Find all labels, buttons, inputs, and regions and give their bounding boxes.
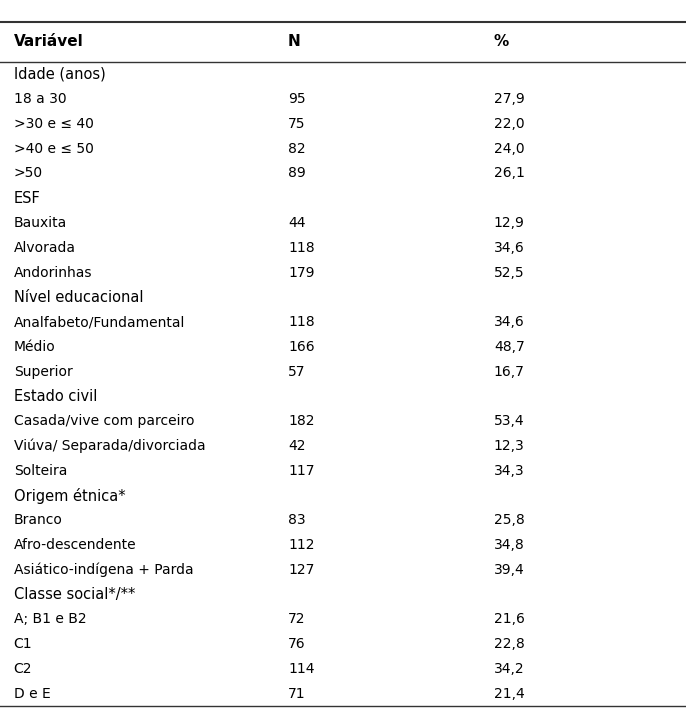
Text: 75: 75	[288, 116, 306, 131]
Text: Origem étnica*: Origem étnica*	[14, 488, 126, 504]
Text: >40 e ≤ 50: >40 e ≤ 50	[14, 142, 93, 156]
Text: 16,7: 16,7	[494, 365, 525, 379]
Text: 118: 118	[288, 315, 315, 329]
Text: Andorinhas: Andorinhas	[14, 266, 92, 280]
Text: 127: 127	[288, 563, 314, 577]
Text: 21,4: 21,4	[494, 687, 525, 701]
Text: 26,1: 26,1	[494, 167, 525, 181]
Text: 83: 83	[288, 513, 306, 527]
Text: Médio: Médio	[14, 340, 56, 354]
Text: 44: 44	[288, 216, 306, 230]
Text: 117: 117	[288, 464, 315, 478]
Text: >30 e ≤ 40: >30 e ≤ 40	[14, 116, 93, 131]
Text: A; B1 e B2: A; B1 e B2	[14, 612, 86, 626]
Text: Viúva/ Separada/divorciada: Viúva/ Separada/divorciada	[14, 439, 205, 454]
Text: Alvorada: Alvorada	[14, 241, 75, 255]
Text: 34,6: 34,6	[494, 315, 525, 329]
Text: Casada/vive com parceiro: Casada/vive com parceiro	[14, 414, 194, 428]
Text: 166: 166	[288, 340, 315, 354]
Text: C2: C2	[14, 662, 32, 676]
Text: %: %	[494, 34, 509, 50]
Text: 27,9: 27,9	[494, 92, 525, 106]
Text: Bauxita: Bauxita	[14, 216, 67, 230]
Text: Nível educacional: Nível educacional	[14, 290, 143, 305]
Text: 12,9: 12,9	[494, 216, 525, 230]
Text: 118: 118	[288, 241, 315, 255]
Text: 25,8: 25,8	[494, 513, 525, 527]
Text: 82: 82	[288, 142, 306, 156]
Text: N: N	[288, 34, 301, 50]
Text: 76: 76	[288, 637, 306, 652]
Text: 114: 114	[288, 662, 315, 676]
Text: Classe social*/**: Classe social*/**	[14, 587, 135, 602]
Text: 95: 95	[288, 92, 306, 106]
Text: 34,6: 34,6	[494, 241, 525, 255]
Text: Variável: Variável	[14, 34, 84, 50]
Text: >50: >50	[14, 167, 43, 181]
Text: Idade (anos): Idade (anos)	[14, 67, 106, 82]
Text: Solteira: Solteira	[14, 464, 67, 478]
Text: Analfabeto/Fundamental: Analfabeto/Fundamental	[14, 315, 185, 329]
Text: 112: 112	[288, 538, 315, 552]
Text: 42: 42	[288, 439, 306, 453]
Text: D e E: D e E	[14, 687, 51, 701]
Text: ESF: ESF	[14, 191, 40, 206]
Text: 18 a 30: 18 a 30	[14, 92, 67, 106]
Text: 72: 72	[288, 612, 306, 626]
Text: 57: 57	[288, 365, 306, 379]
Text: 53,4: 53,4	[494, 414, 525, 428]
Text: 179: 179	[288, 266, 315, 280]
Text: 12,3: 12,3	[494, 439, 525, 453]
Text: 182: 182	[288, 414, 315, 428]
Text: Afro-descendente: Afro-descendente	[14, 538, 137, 552]
Text: C1: C1	[14, 637, 32, 652]
Text: 52,5: 52,5	[494, 266, 525, 280]
Text: Branco: Branco	[14, 513, 62, 527]
Text: 89: 89	[288, 167, 306, 181]
Text: 22,0: 22,0	[494, 116, 525, 131]
Text: 71: 71	[288, 687, 306, 701]
Text: 24,0: 24,0	[494, 142, 525, 156]
Text: 21,6: 21,6	[494, 612, 525, 626]
Text: Estado civil: Estado civil	[14, 389, 97, 404]
Text: 39,4: 39,4	[494, 563, 525, 577]
Text: 34,8: 34,8	[494, 538, 525, 552]
Text: 22,8: 22,8	[494, 637, 525, 652]
Text: Superior: Superior	[14, 365, 73, 379]
Text: 34,2: 34,2	[494, 662, 525, 676]
Text: 34,3: 34,3	[494, 464, 525, 478]
Text: 48,7: 48,7	[494, 340, 525, 354]
Text: Asiático-indígena + Parda: Asiático-indígena + Parda	[14, 563, 193, 577]
